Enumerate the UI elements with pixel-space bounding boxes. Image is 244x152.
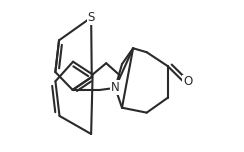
Text: O: O: [183, 75, 193, 88]
Text: N: N: [111, 81, 120, 94]
Text: S: S: [87, 11, 95, 24]
